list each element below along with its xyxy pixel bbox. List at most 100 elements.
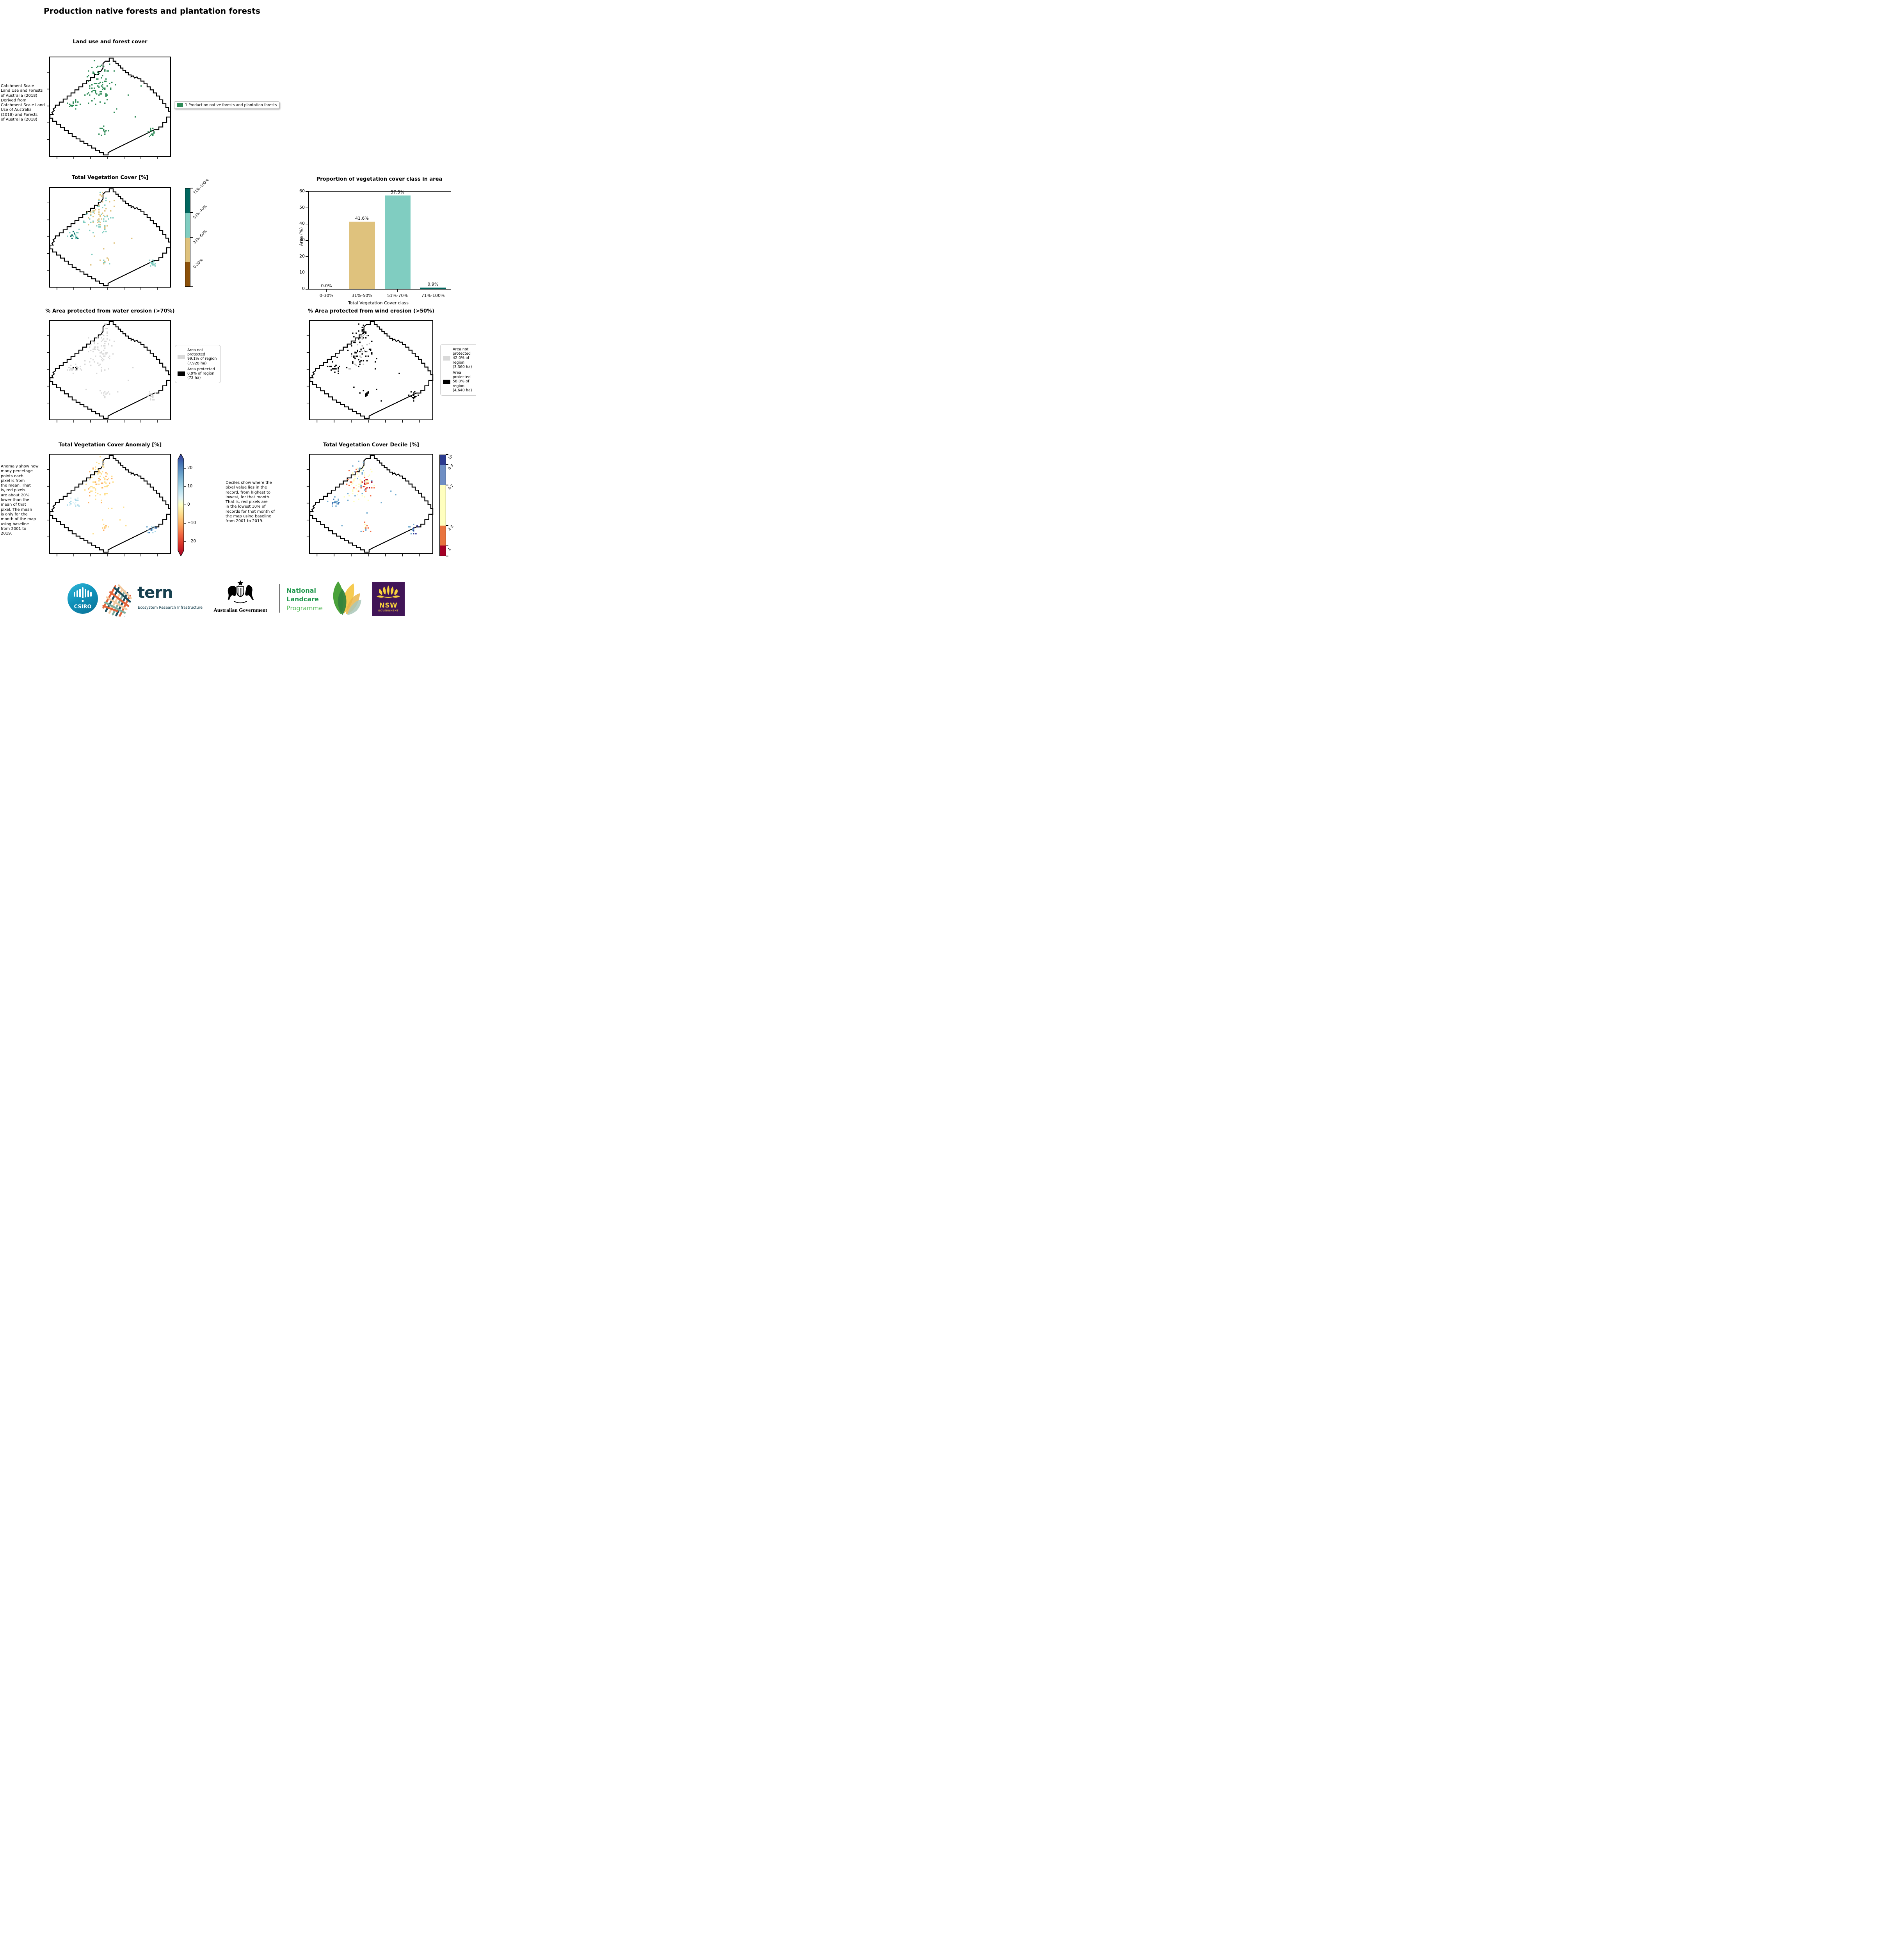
decile-pixels xyxy=(327,460,419,535)
wind-map-title: % Area protected from wind erosion (>50%… xyxy=(308,308,434,314)
chart-xlabel: Total Vegetation Cover class xyxy=(348,300,409,306)
x-axis-tick xyxy=(397,289,398,292)
legend-row: Area not protected 42.0% of region (3,36… xyxy=(443,347,476,369)
bar-chart: 0 10 20 30 40 50 60 0.0% 0-30% 41.6% 31%-50% 57.5% 5… xyxy=(299,188,451,298)
legend-row: Area protected 58.0% of region (4,640 ha… xyxy=(443,371,476,393)
nsw-wordmark: NSW xyxy=(379,602,398,609)
footer-divider xyxy=(279,584,280,613)
page-title: Production native forests and plantation… xyxy=(44,6,261,16)
vegcover-colorbar-label: 31%-50% xyxy=(192,229,208,245)
protected-label: Area protected 0.9% of region (72 ha) xyxy=(187,367,215,380)
y-axis-tick-label: 40 xyxy=(299,221,305,226)
y-axis-tick xyxy=(306,240,309,241)
wind-legend: Area not protected 42.0% of region (3,36… xyxy=(440,344,476,396)
decile-colorbar-segment xyxy=(440,455,446,465)
bar xyxy=(420,288,446,289)
y-axis-tick xyxy=(306,224,309,225)
map-frame xyxy=(49,454,171,554)
vegcover-colorbar xyxy=(185,188,190,287)
decile-colorbar-label: 10 xyxy=(447,454,454,461)
anomaly-map-title: Total Vegetation Cover Anomaly [%] xyxy=(58,442,162,448)
colorbar-ticks xyxy=(184,468,186,542)
y-axis-tick-label: 50 xyxy=(299,204,305,210)
decile-caption: Deciles show where the pixel value lies … xyxy=(226,481,275,524)
vegcover-colorbar-segment xyxy=(185,213,190,238)
bar-value-label: 57.5% xyxy=(391,190,404,195)
bar-value-label: 0.0% xyxy=(321,283,332,288)
chart-ylabel: Area (%) xyxy=(299,227,304,246)
y-axis-tick-label: 20 xyxy=(299,253,305,259)
colorbar-tick xyxy=(446,454,448,455)
decile-colorbar-segment xyxy=(440,525,446,546)
vegcover-map-title: Total Vegetation Cover [%] xyxy=(71,175,149,181)
csiro-soundwave-icon xyxy=(74,587,92,602)
x-axis-tick xyxy=(432,289,434,292)
nsw-government-label: GOVERNMENT xyxy=(378,609,399,612)
landuse-map xyxy=(46,57,171,160)
x-axis-tick-label: 71%-100% xyxy=(421,293,445,298)
australian-government-label: Australian Government xyxy=(213,607,267,613)
map-frame xyxy=(49,187,171,288)
water-erosion-map xyxy=(46,320,171,423)
anomaly-map xyxy=(46,454,171,557)
australian-government-crest-icon xyxy=(223,580,258,606)
protected-label: Area protected 58.0% of region (4,640 ha… xyxy=(453,371,472,393)
y-axis-tick-label: 10 xyxy=(299,270,305,275)
anomaly-pixels xyxy=(67,456,157,535)
colorbar-tick xyxy=(190,261,193,263)
colorbar-tick xyxy=(446,525,448,526)
vegcover-pixels xyxy=(67,192,156,267)
x-axis-tick xyxy=(361,289,363,292)
anomaly-colorbar-label: −20 xyxy=(187,539,196,544)
colorbar-tick xyxy=(446,464,448,465)
y-axis-tick xyxy=(306,191,309,192)
landuse-legend: 1 Production native forests and plantati… xyxy=(174,101,280,109)
landuse-caption: Catchment Scale Land Use and Forests of … xyxy=(1,84,45,122)
waratah-icon xyxy=(377,585,400,598)
vegcover-colorbar-segment xyxy=(185,262,190,286)
anomaly-caption: Anomaly show how many percetage points e… xyxy=(1,464,39,536)
colorbar-tick xyxy=(190,212,193,213)
tern-wordmark: tern xyxy=(137,584,173,602)
forest-swatch xyxy=(177,103,183,107)
y-axis-tick-label: 60 xyxy=(299,188,305,194)
y-axis-tick xyxy=(306,256,309,257)
not-protected-label: Area not protected 99.1% of region (7,92… xyxy=(187,348,217,366)
y-axis-tick-label: 0 xyxy=(302,286,305,291)
landcare-leaves-icon xyxy=(326,581,361,617)
vegcover-colorbar-label: 71%-100% xyxy=(192,178,210,195)
decile-colorbar-segment xyxy=(440,545,446,556)
decile-map xyxy=(306,454,434,557)
chart-title: Proportion of vegetation cover class in … xyxy=(316,176,443,182)
x-axis-tick-label: 31%-50% xyxy=(352,293,372,298)
vegcover-colorbar-segment xyxy=(185,237,190,262)
colorbar-tick xyxy=(190,237,193,238)
vegcover-colorbar-segment xyxy=(185,188,190,213)
decile-map-title: Total Vegetation Cover Decile [%] xyxy=(323,442,419,448)
map-frame xyxy=(309,454,433,554)
not-protected-swatch xyxy=(178,354,185,359)
colorbar-tick xyxy=(446,545,448,546)
water-pixels xyxy=(67,323,156,401)
anomaly-gradient-bar xyxy=(178,453,184,557)
landuse-map-title: Land use and forest cover xyxy=(73,39,148,45)
bar xyxy=(384,195,411,289)
anomaly-colorbar-label: 10 xyxy=(187,484,193,489)
colorbar-tick xyxy=(190,286,193,287)
decile-colorbar xyxy=(439,455,446,556)
x-axis-tick xyxy=(326,289,327,292)
protected-swatch xyxy=(178,371,185,376)
wind-pixels xyxy=(327,323,419,402)
anomaly-colorbar-label: −10 xyxy=(187,521,196,525)
x-axis-tick-label: 0-30% xyxy=(319,293,334,298)
not-protected-label: Area not protected 42.0% of region (3,36… xyxy=(453,347,472,369)
x-axis-tick-label: 51%-70% xyxy=(387,293,408,298)
decile-colorbar-segment xyxy=(440,465,446,485)
vegcover-colorbar-label: 51%-70% xyxy=(192,204,208,220)
decile-colorbar-segment xyxy=(440,485,446,526)
csiro-wordmark: CSIRO xyxy=(74,604,91,610)
landcare-line2: Landcare xyxy=(286,595,319,603)
landuse-legend-label: 1 Production native forests and plantati… xyxy=(185,103,277,107)
tern-australia-icon xyxy=(100,581,134,617)
report-page: Production native forests and plantation… xyxy=(0,0,476,617)
